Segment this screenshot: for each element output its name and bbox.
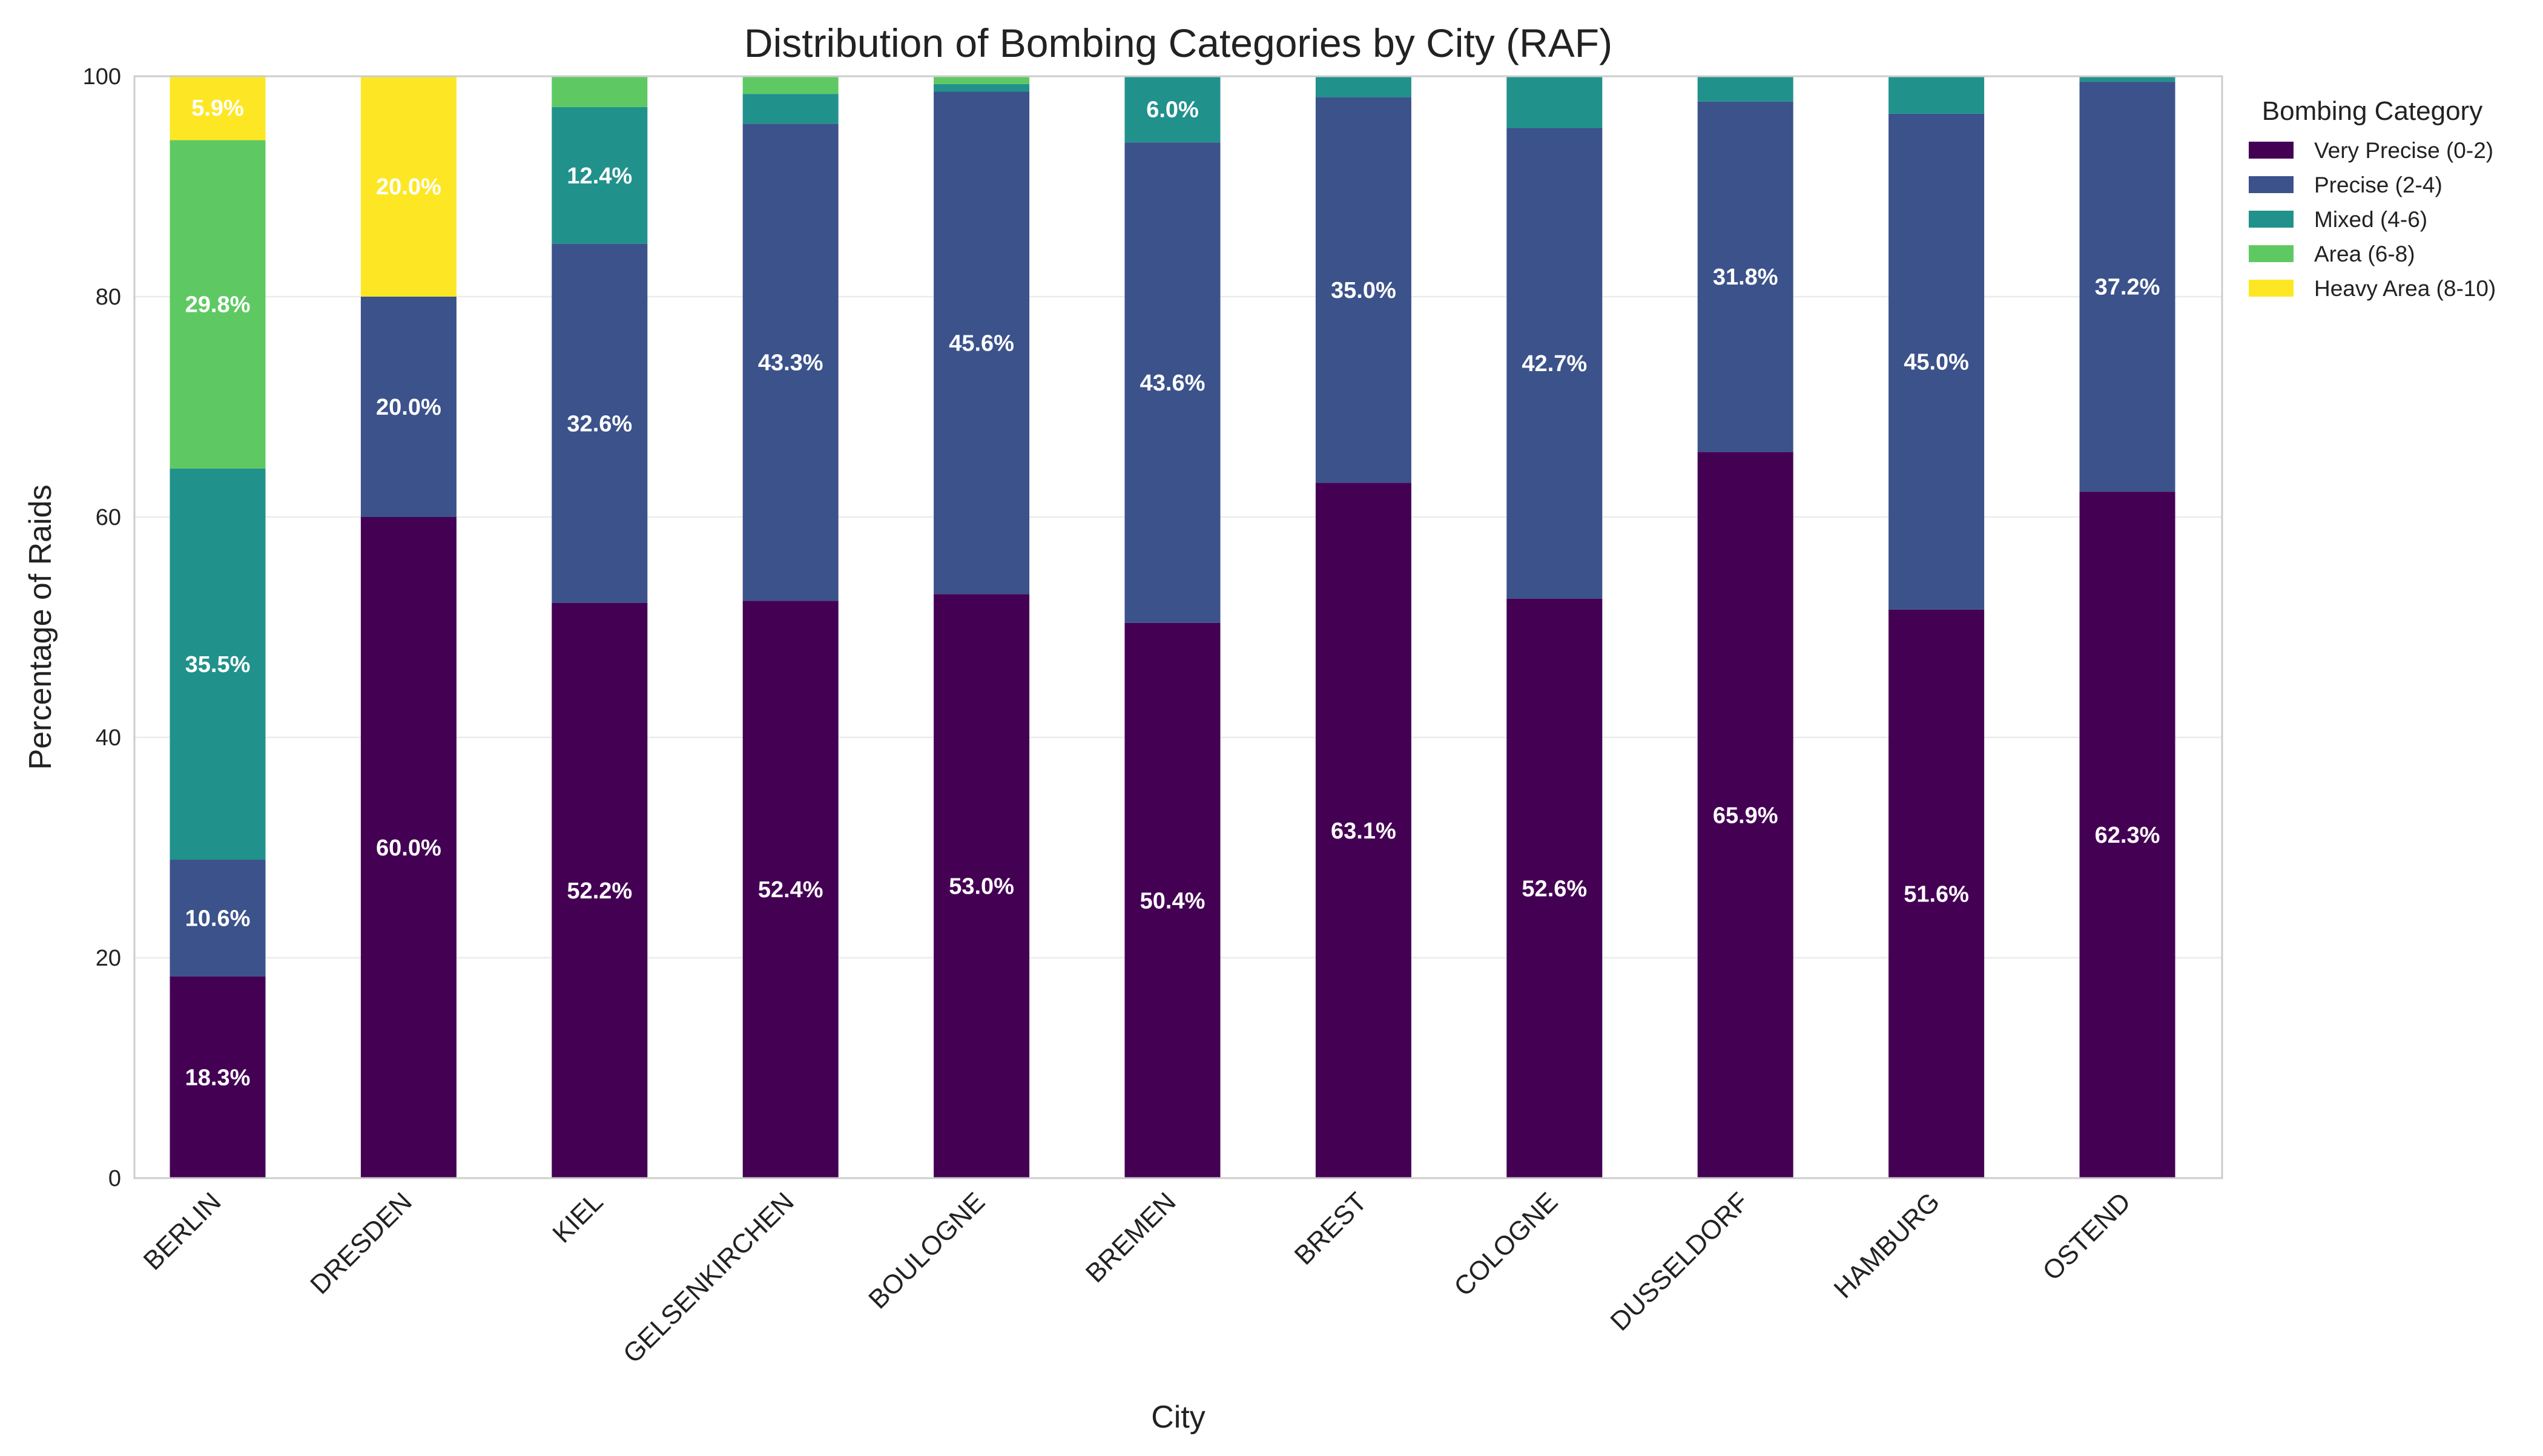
bar-segment [170, 75, 266, 140]
bar-segment [552, 602, 648, 1178]
legend-label: Very Precise (0-2) [2314, 138, 2493, 163]
data-label: 5.9% [191, 96, 244, 121]
data-label: 20.0% [376, 174, 441, 200]
bar-segment [1697, 101, 1793, 452]
bar-segment [934, 84, 1030, 92]
bar-segment [2079, 492, 2175, 1178]
bar-segment [552, 243, 648, 603]
data-label: 65.9% [1713, 803, 1778, 828]
y-axis-ticks: 0 20 40 60 80 100 [83, 64, 121, 1191]
data-label: 62.3% [2095, 823, 2160, 848]
bar-segment [1124, 622, 1221, 1178]
y-tick-label: 20 [96, 946, 121, 971]
bar-segment [934, 91, 1030, 595]
bar-segment [360, 76, 457, 297]
legend-label: Heavy Area (8-10) [2314, 276, 2496, 301]
bar-segment [1888, 113, 1985, 610]
data-label: 52.4% [758, 877, 823, 903]
bar-segment [1506, 76, 1603, 128]
legend: Bombing Category Very Precise (0-2) Preci… [2249, 96, 2496, 301]
bar-segment [742, 601, 839, 1178]
data-label: 45.6% [949, 331, 1014, 356]
data-label: 50.4% [1140, 888, 1206, 914]
bar-segment [742, 124, 839, 601]
data-label: 31.8% [1713, 265, 1778, 290]
data-label: 53.0% [949, 874, 1014, 900]
data-label: 60.0% [376, 835, 441, 861]
bar-segment [2079, 76, 2175, 82]
data-label: 18.3% [185, 1065, 251, 1090]
legend-swatch [2249, 280, 2294, 297]
y-tick-label: 60 [96, 505, 121, 530]
legend-label: Area (6-8) [2314, 242, 2415, 266]
data-label: 52.6% [1522, 876, 1587, 901]
bars [170, 75, 2175, 1178]
bar-segment [934, 594, 1030, 1178]
chart-title: Distribution of Bombing Categories by Ci… [744, 21, 1612, 65]
bar-segment [2079, 82, 2175, 492]
bar-segment [1315, 97, 1411, 483]
data-label: 45.0% [1904, 349, 1969, 375]
data-label: 20.0% [376, 395, 441, 420]
y-tick-label: 80 [96, 285, 121, 310]
data-label: 43.6% [1140, 371, 1206, 396]
legend-label: Precise (2-4) [2314, 173, 2442, 197]
plot-area-frame [133, 75, 2223, 1179]
bar-segment [170, 860, 266, 977]
data-label: 52.2% [567, 878, 632, 904]
bar-segment [170, 468, 266, 860]
data-label: 37.2% [2095, 275, 2160, 300]
bar-segment [1315, 76, 1411, 97]
bar-segment [742, 94, 839, 124]
legend-swatch [2249, 176, 2294, 193]
data-label: 42.7% [1522, 351, 1587, 377]
data-label: 43.3% [758, 350, 823, 375]
legend-swatch [2249, 211, 2294, 228]
bar-segment [1506, 128, 1603, 599]
data-label: 63.1% [1331, 819, 1396, 844]
legend-swatch [2249, 245, 2294, 262]
data-label: 35.5% [185, 652, 251, 677]
data-label: 6.0% [1146, 97, 1199, 123]
y-tick-label: 100 [83, 64, 121, 90]
bar-segment [552, 107, 648, 244]
bar-segment [360, 297, 457, 517]
bar-segment [1697, 452, 1793, 1178]
data-label: 29.8% [185, 292, 251, 318]
data-label: 35.0% [1331, 278, 1396, 303]
legend-title: Bombing Category [2262, 96, 2482, 126]
y-tick-label: 40 [96, 725, 121, 751]
y-axis-label: Percentage of Raids [23, 484, 58, 769]
legend-label: Mixed (4-6) [2314, 207, 2427, 232]
legend-items: Very Precise (0-2) Precise (2-4) Mixed (4-… [2249, 138, 2496, 301]
data-label: 51.6% [1904, 881, 1969, 907]
bar-segment [1506, 598, 1603, 1178]
bar-segment [360, 517, 457, 1178]
bar-segment [1888, 609, 1985, 1178]
bar-segment [1124, 76, 1221, 143]
bar-segment [552, 76, 648, 107]
bar-segment [170, 976, 266, 1178]
bar-segment [1124, 142, 1221, 623]
data-label: 12.4% [567, 163, 632, 189]
data-labels: 18.3% 10.6% 35.5% 29.8% 5.9% 60.0% 20.0% 20.0% 5… [185, 96, 2160, 1091]
y-tick-label: 0 [108, 1166, 121, 1191]
bar-segment [170, 140, 266, 469]
data-label: 10.6% [185, 906, 251, 931]
bar-segment [1697, 76, 1793, 102]
data-label: 32.6% [567, 411, 632, 436]
legend-swatch [2249, 142, 2294, 159]
bar-segment [742, 76, 839, 94]
x-axis-label: City [1151, 1400, 1206, 1435]
bar-segment [1888, 76, 1985, 114]
bar-segment [1315, 483, 1411, 1178]
bar-segment [934, 76, 1030, 84]
